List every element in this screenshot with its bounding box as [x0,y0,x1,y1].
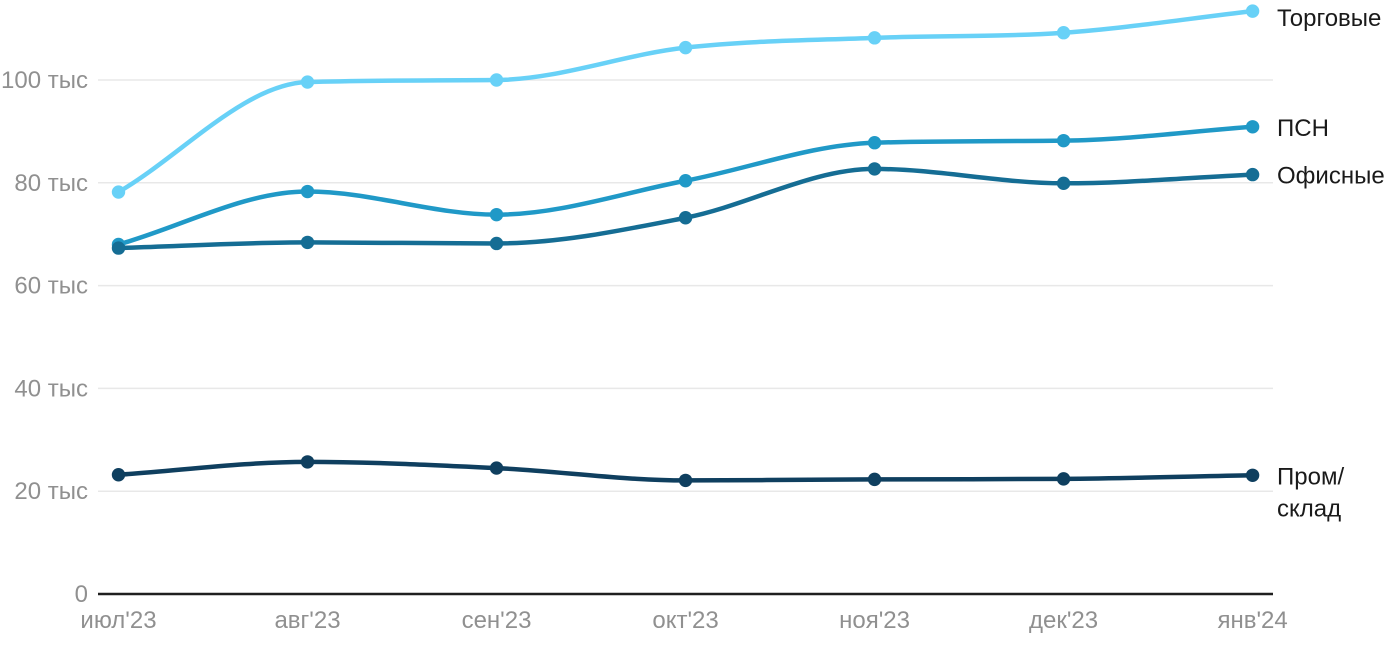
series-label-retail: Торговые [1277,5,1381,32]
data-point-psn-1 [300,184,315,199]
data-point-retail-6 [1245,4,1260,18]
data-point-office-3 [678,211,693,225]
data-point-industrial-warehouse-3 [678,473,693,488]
data-point-psn-2 [489,207,504,222]
x-tick-label: июл'23 [80,607,156,634]
data-point-psn-6 [1245,120,1260,134]
data-point-retail-5 [1056,26,1071,40]
data-point-industrial-warehouse-0 [111,468,126,482]
data-point-industrial-warehouse-1 [300,455,315,469]
x-tick-label: окт'23 [652,607,718,634]
data-point-industrial-warehouse-4 [867,472,882,487]
data-point-office-6 [1245,167,1260,182]
series-label-industrial-warehouse: Пром/ [1277,463,1344,490]
series-label-industrial-warehouse: склад [1277,495,1341,522]
y-tick-label: 80 тыс [14,170,88,197]
y-tick-label: 20 тыс [14,478,88,505]
data-point-office-0 [111,241,126,255]
data-point-retail-4 [867,31,882,45]
y-tick-label: 100 тыс [1,67,88,94]
data-point-industrial-warehouse-6 [1245,468,1260,482]
data-point-retail-3 [678,40,693,55]
series-label-office: Офисные [1277,163,1385,190]
y-tick-label: 40 тыс [14,375,88,402]
data-point-psn-5 [1056,133,1071,148]
x-tick-label: янв'24 [1217,607,1287,634]
data-point-industrial-warehouse-5 [1056,472,1071,486]
y-tick-label: 0 [75,581,88,608]
y-tick-label: 60 тыс [14,273,88,300]
x-tick-label: ноя'23 [839,607,910,634]
data-point-psn-3 [678,174,693,188]
data-point-office-4 [867,162,882,176]
series-line-retail [116,8,1255,195]
data-point-office-1 [300,235,315,250]
data-point-industrial-warehouse-2 [489,461,504,475]
data-point-retail-1 [300,75,315,89]
x-tick-label: дек'23 [1029,607,1098,634]
data-point-retail-0 [111,185,126,199]
series-label-psn: ПСН [1277,115,1329,142]
data-point-retail-2 [489,73,504,87]
x-tick-label: авг'23 [274,607,340,634]
x-tick-label: сен'23 [462,607,532,634]
data-point-office-2 [489,236,504,251]
data-point-psn-4 [867,136,882,150]
data-point-office-5 [1056,176,1071,191]
